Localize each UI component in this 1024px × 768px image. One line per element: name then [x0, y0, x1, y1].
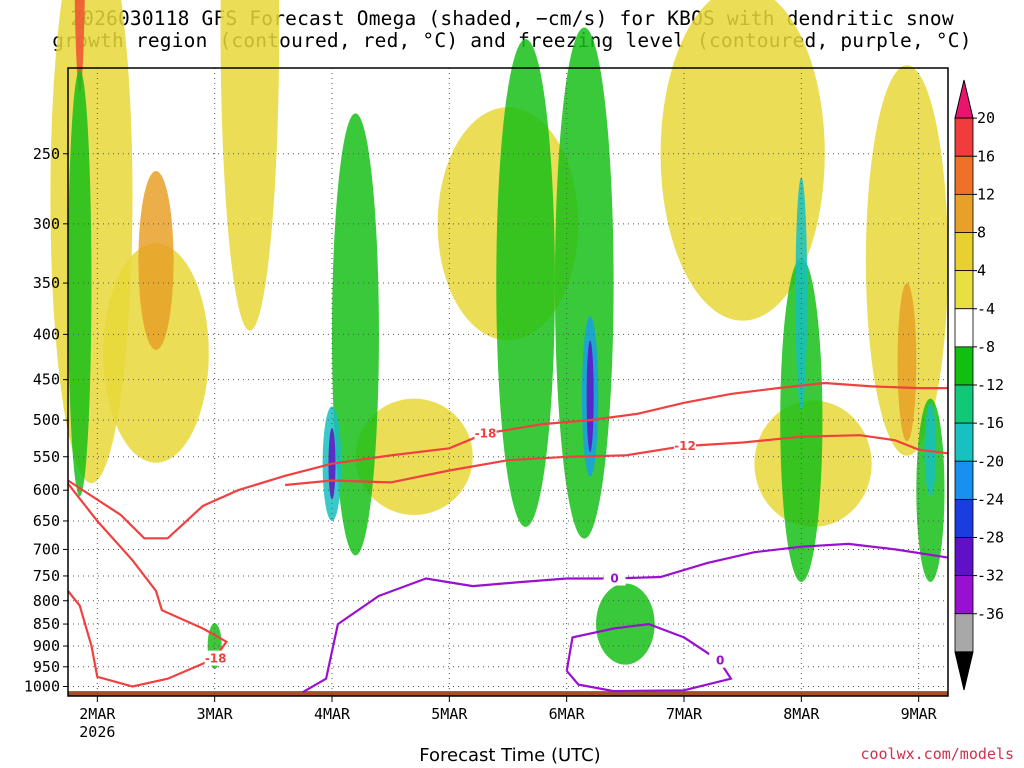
colorbar-label: -8 — [977, 338, 995, 356]
colorbar-swatch — [954, 498, 974, 538]
contour-label: 0 — [610, 572, 618, 586]
omega-shade-region — [220, 0, 280, 331]
colorbar-swatch — [954, 575, 974, 615]
y-tick-label: 700 — [33, 540, 60, 558]
colorbar-label: 12 — [977, 185, 995, 203]
y-tick-label: 400 — [33, 325, 60, 343]
colorbar-swatch — [954, 270, 974, 310]
y-tick-label: 550 — [33, 448, 60, 466]
colorbar-label: 20 — [977, 109, 995, 127]
colorbar-swatch — [954, 117, 974, 157]
colorbar-label: -20 — [977, 452, 1004, 470]
omega-shade-region — [103, 243, 209, 463]
terrain-strip — [68, 691, 948, 696]
y-tick-label: 250 — [33, 145, 60, 163]
x-tick-label: 9MAR — [901, 705, 938, 723]
contour-label: -12 — [674, 439, 696, 453]
x-axis-label: Forecast Time (UTC) — [419, 745, 601, 766]
x-tick-label: 7MAR — [666, 705, 703, 723]
colorbar-swatch — [954, 384, 974, 424]
colorbar-arrow-bottom — [954, 651, 974, 691]
colorbar-swatch — [954, 232, 974, 272]
omega-shade-region — [68, 69, 92, 497]
contour-label-bg — [474, 425, 497, 441]
x-axis-ticks: 2MAR 3MAR 4MAR 5MAR 6MAR 7MAR 8MAR 9MAR 2026 — [79, 696, 938, 741]
colorbar-swatch — [954, 346, 974, 386]
contour-line — [284, 434, 949, 487]
y-tick-label: 950 — [33, 658, 60, 676]
y-axis-ticks: 250 300 350 400 450 500 550 600 650 700 750 800 850 9… — [24, 145, 68, 696]
omega-shade-region — [897, 283, 917, 442]
x-tick-label: 6MAR — [549, 705, 586, 723]
contour-label-bg — [603, 570, 626, 586]
omega-shade-region — [74, 0, 85, 93]
x-tick-label: 3MAR — [197, 705, 234, 723]
contour-label: -18 — [475, 427, 497, 441]
y-tick-label: 300 — [33, 215, 60, 233]
colorbar-label: 4 — [977, 262, 986, 280]
y-tick-label: 600 — [33, 481, 60, 499]
credit-link[interactable]: coolwx.com/models — [860, 745, 1014, 763]
contours: -18 -12 -18 0 0 — [67, 381, 949, 694]
y-tick-label: 850 — [33, 615, 60, 633]
omega-shade-region — [138, 171, 174, 350]
grid — [68, 68, 948, 696]
colorbar-label: -28 — [977, 529, 1004, 547]
omega-shade-region — [355, 398, 473, 515]
contour-label: 0 — [716, 654, 724, 668]
omega-shade-region — [660, 0, 825, 321]
colorbar-arrow-top — [954, 79, 974, 119]
y-tick-label: 650 — [33, 512, 60, 530]
plot-frame — [67, 67, 949, 697]
omega-shade-region — [596, 583, 655, 665]
x-tick-label: 2MAR — [79, 705, 116, 723]
heatmap-shading — [50, 0, 948, 696]
colorbar-swatch — [954, 308, 974, 348]
omega-shade-region — [496, 39, 555, 527]
colorbar-swatch — [954, 613, 974, 653]
colorbar: 20 16 12 8 4 -4 -8 -12 -16 -20 -24 -28 -32 -36 — [954, 79, 1004, 691]
colorbar-swatch — [954, 460, 974, 500]
x-tick-label: 8MAR — [783, 705, 820, 723]
omega-shade-region — [865, 65, 948, 456]
x-tick-label: 5MAR — [431, 705, 468, 723]
colorbar-label: 8 — [977, 224, 986, 242]
contour-label: -18 — [205, 652, 227, 666]
x-tick-label: 4MAR — [314, 705, 351, 723]
colorbar-swatch — [954, 422, 974, 462]
colorbar-label: -16 — [977, 414, 1004, 432]
colorbar-swatch — [954, 193, 974, 233]
omega-shade-region — [780, 258, 823, 582]
colorbar-swatch — [954, 537, 974, 577]
colorbar-label: -36 — [977, 605, 1004, 623]
y-tick-label: 500 — [33, 411, 60, 429]
colorbar-label: 16 — [977, 147, 995, 165]
y-tick-label: 1000 — [24, 678, 60, 696]
contour-label-bg — [674, 438, 696, 454]
contour-label-bg — [204, 650, 227, 666]
y-tick-label: 450 — [33, 371, 60, 389]
y-tick-label: 350 — [33, 274, 60, 292]
colorbar-swatch — [954, 155, 974, 195]
contour-line — [67, 483, 228, 688]
omega-shade-region — [554, 27, 614, 539]
y-tick-label: 800 — [33, 592, 60, 610]
contour-label-bg — [709, 652, 732, 668]
omega-shade-region — [924, 403, 937, 497]
y-tick-label: 900 — [33, 637, 60, 655]
y-tick-label: 750 — [33, 567, 60, 585]
omega-shade-region — [586, 340, 594, 453]
colorbar-label: -4 — [977, 300, 995, 318]
contour-line — [302, 542, 949, 694]
x-year-label: 2026 — [79, 723, 115, 741]
colorbar-label: -12 — [977, 376, 1004, 394]
colorbar-label: -32 — [977, 567, 1004, 585]
colorbar-label: -24 — [977, 490, 1004, 508]
